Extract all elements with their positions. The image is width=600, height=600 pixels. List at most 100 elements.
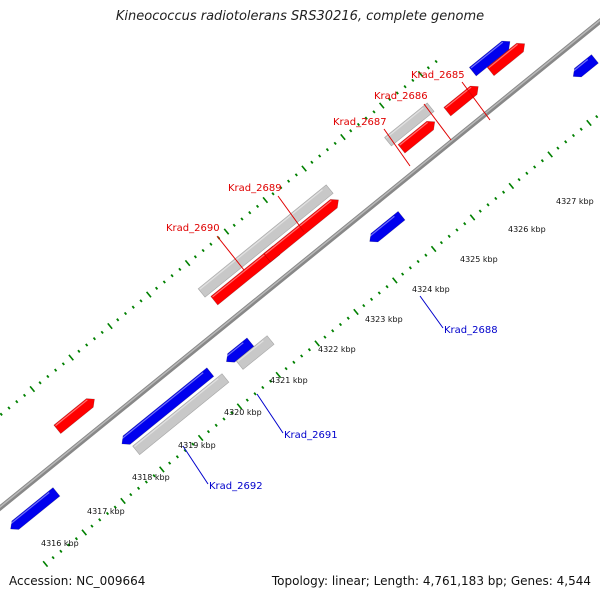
forward-tick-mark (116, 318, 120, 322)
forward-tick-mark (286, 179, 291, 183)
forward-tick-mark (271, 192, 275, 196)
gene-arrow-forward-bevel (445, 86, 472, 109)
forward-tick-mark (193, 255, 197, 259)
reverse-tick-mark (323, 335, 327, 339)
tick-label: 4323 kbp (365, 315, 403, 324)
reverse-tick-mark (579, 127, 583, 131)
reverse-tick-mark (478, 209, 482, 213)
tick-label: 4325 kbp (460, 255, 498, 264)
reverse-tick-mark (486, 203, 490, 207)
reverse-tick-mark (292, 360, 296, 364)
forward-tick-mark (240, 217, 244, 221)
reverse-tick-mark (230, 411, 234, 415)
reverse-tick-mark (105, 511, 110, 516)
reverse-tick-mark (556, 146, 560, 150)
forward-tick-mark (131, 305, 135, 309)
reverse-tick-mark (191, 442, 195, 446)
reverse-tick-mark (401, 272, 405, 276)
reverse-tick-mark (222, 417, 226, 421)
reverse-tick-mark (501, 190, 506, 194)
reverse-tick-mark (377, 291, 381, 295)
backbone (0, 18, 600, 512)
forward-tick-mark (178, 267, 182, 272)
tick-label: 4322 kbp (318, 345, 356, 354)
forward-tick-mark (349, 129, 353, 133)
label-leader-line (216, 235, 245, 271)
forward-tick-mark (434, 59, 438, 64)
tick-label: 4327 kbp (556, 197, 594, 206)
reverse-tick-mark (424, 253, 428, 257)
reverse-tick-mark (136, 486, 141, 490)
reverse-tick-mark (59, 549, 63, 553)
gene-arrow-forward (443, 85, 479, 117)
gene-block-other (197, 184, 334, 298)
reverse-tick-mark (595, 114, 599, 119)
reverse-tick-mark (183, 448, 187, 453)
label-leader-line (419, 295, 444, 329)
reverse-tick-mark (42, 560, 49, 568)
gene-arrow-forward (53, 398, 95, 435)
label-leader-line (256, 393, 284, 434)
reverse-tick-mark (369, 297, 374, 301)
forward-tick-mark (255, 204, 260, 209)
gene-arrow-forward-blue-bevel (470, 41, 504, 69)
gene-labels: Krad_2685 Krad_2686 Krad_2687 Krad_2689 Krad… (166, 70, 498, 492)
forward-tick-mark (248, 211, 252, 215)
gene-arrow-reverse-bevel (119, 372, 204, 441)
reverse-tick-mark (586, 119, 592, 127)
label-leader-line (182, 445, 209, 485)
reverse-tick-mark (353, 308, 359, 316)
forward-tick-mark (77, 349, 81, 353)
reverse-tick-mark (455, 228, 459, 232)
forward-tick-mark (46, 374, 50, 379)
tick-label: 4326 kbp (508, 225, 546, 234)
reverse-tick-mark (275, 371, 282, 379)
gene-arrow-reverse (226, 337, 255, 363)
gene-block-other-bevel (199, 189, 323, 290)
gene-label: Krad_2685 (411, 70, 465, 81)
tick-label: 4319 kbp (178, 441, 216, 450)
gene-arrow-reverse-bevel (571, 59, 589, 74)
forward-tick-mark (38, 381, 42, 385)
reverse-tick-mark (300, 354, 304, 358)
reverse-tick-mark (494, 196, 498, 201)
reverse-tick-mark (51, 555, 55, 560)
gene-label: Krad_2691 (284, 430, 338, 441)
forward-tick-mark (356, 122, 361, 127)
gene-block-other-bevel (237, 340, 264, 362)
tick-label: 4317 kbp (87, 507, 125, 516)
reverse-tick-mark (362, 303, 366, 308)
forward-tick-mark (294, 173, 298, 177)
tick-label: 4316 kbp (41, 539, 79, 548)
reverse-tick-mark (547, 151, 553, 158)
reverse-tick-mark (90, 524, 94, 528)
reverse-tick-mark (314, 340, 320, 347)
reverse-tick-mark (463, 222, 467, 226)
gene-arrow-forward (263, 199, 339, 263)
reverse-tick-mark (408, 266, 412, 270)
reverse-tick-mark (517, 177, 521, 182)
forward-tick-mark (340, 133, 346, 141)
forward-tick-mark (301, 165, 307, 172)
forward-tick-mark (325, 148, 329, 152)
backbone-line (0, 18, 600, 512)
reverse-tick-mark (206, 429, 211, 434)
gene-arrow-reverse (572, 54, 599, 78)
forward-tick-mark (223, 228, 230, 235)
reverse-tick-mark (214, 423, 218, 427)
gene-arrow-forward-bevel (212, 246, 275, 298)
gene-arrow-forward-bevel (399, 121, 429, 146)
forward-tick-mark (364, 116, 368, 120)
reverse-tick-mark (67, 543, 71, 547)
tick-marks (0, 59, 599, 568)
reverse-tick-mark (571, 133, 576, 138)
reverse-tick-mark (144, 480, 148, 484)
forward-tick-mark (209, 242, 213, 246)
reverse-tick-mark (392, 277, 398, 284)
forward-tick-mark (387, 97, 392, 101)
gene-arrow-forward-bevel (488, 43, 518, 69)
gene-block-other-bevel (133, 378, 219, 448)
reverse-tick-mark (81, 529, 88, 536)
tick-label: 4318 kbp (132, 473, 170, 482)
reverse-tick-mark (416, 259, 420, 264)
